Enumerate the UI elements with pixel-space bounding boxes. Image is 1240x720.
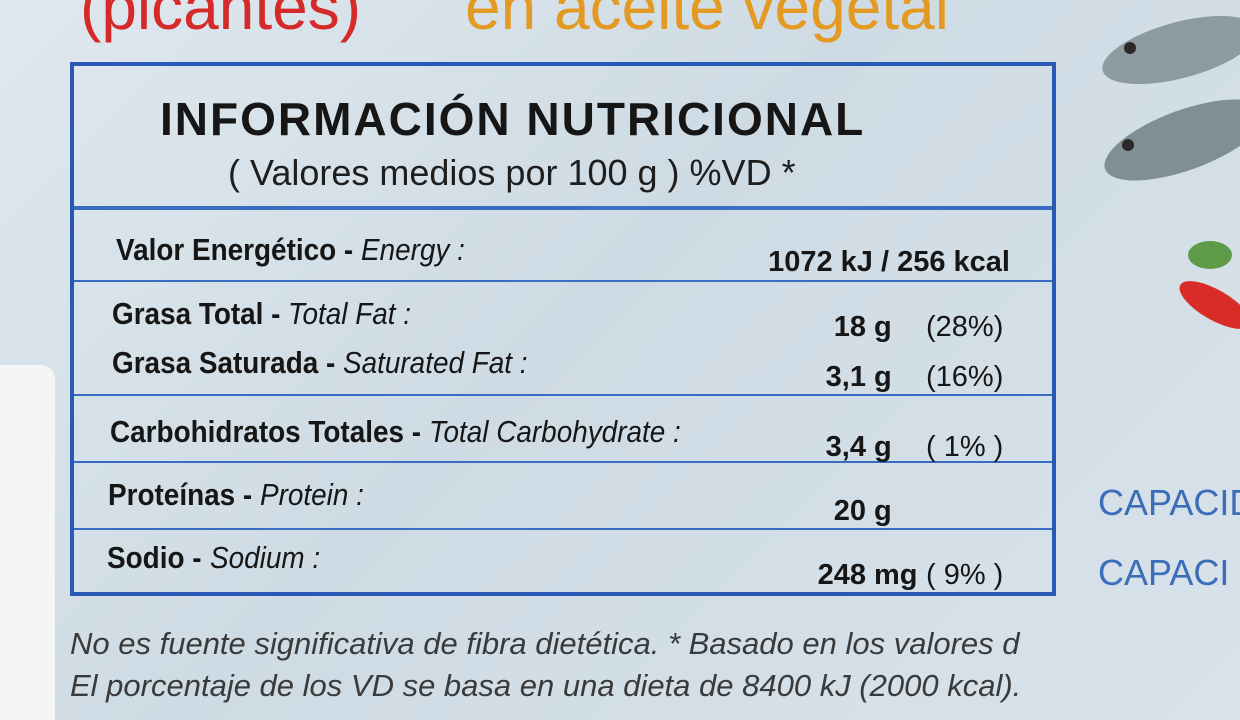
amount: 20 bbox=[833, 495, 866, 527]
nutrient-label-en: Energy : bbox=[361, 232, 466, 267]
decoration bbox=[0, 365, 55, 720]
product-name: en aceite vegetal bbox=[465, 0, 949, 43]
nutrient-label-en: Total Fat : bbox=[288, 296, 412, 331]
panel-title: INFORMACIÓN NUTRICIONAL bbox=[160, 93, 866, 145]
unit: g bbox=[874, 431, 892, 463]
nutrient-label: Grasa Total - bbox=[112, 296, 281, 331]
nutrient-label: Valor Energético - bbox=[116, 232, 354, 267]
amount: 18 bbox=[833, 311, 866, 343]
nutrient-label: Carbohidratos Totales - bbox=[110, 414, 422, 449]
unit: mg bbox=[874, 559, 918, 591]
product-name: (picantes) bbox=[80, 0, 361, 43]
amount: 3,4 bbox=[825, 431, 866, 463]
side-text: CAPACIDA bbox=[1098, 482, 1240, 523]
footer-text: No es fuente significativa de fibra diet… bbox=[70, 626, 1020, 661]
nutrient-label: Sodio - bbox=[107, 540, 202, 575]
unit: g bbox=[874, 311, 892, 343]
nutrient-label-en: Total Carbohydrate : bbox=[429, 414, 681, 449]
nutrient-label-en: Protein : bbox=[260, 477, 365, 512]
decoration bbox=[1102, 15, 1240, 329]
amount: 3,1 bbox=[825, 361, 866, 393]
nutrient-label: Grasa Saturada - bbox=[112, 345, 336, 380]
daily-value: (28%) bbox=[926, 311, 1004, 343]
footer-text: El porcentaje de los VD se basa en una d… bbox=[70, 668, 1022, 703]
nutrient-label-en: Saturated Fat : bbox=[343, 345, 528, 380]
panel-subtitle: ( Valores medios por 100 g ) %VD * bbox=[228, 152, 796, 193]
unit: g bbox=[874, 495, 892, 527]
unit: g bbox=[874, 361, 892, 393]
nutrient-label: Proteínas - bbox=[108, 477, 253, 512]
daily-value: (16%) bbox=[926, 361, 1004, 393]
amount: 248 bbox=[817, 559, 866, 591]
nutrition-panel bbox=[70, 62, 1056, 596]
side-text: CAPACI bbox=[1098, 552, 1230, 593]
amount: 1072 kJ / 256 kcal bbox=[768, 246, 1010, 278]
daily-value: ( 9% ) bbox=[926, 559, 1004, 591]
nutrient-label-en: Sodium : bbox=[209, 540, 320, 575]
daily-value: ( 1% ) bbox=[926, 431, 1004, 463]
